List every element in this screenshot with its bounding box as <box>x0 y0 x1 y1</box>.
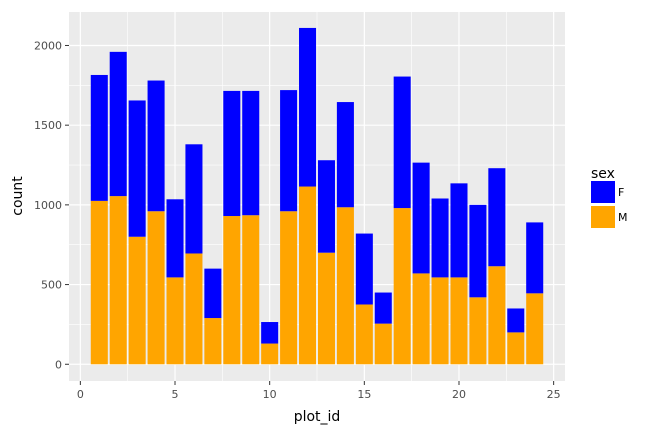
bar-f-plot-23 <box>507 308 525 333</box>
y-tick-label: 2000 <box>34 39 62 52</box>
bar-f-plot-20 <box>450 183 468 278</box>
x-tick-label: 5 <box>172 388 179 401</box>
bar-f-plot-15 <box>355 233 373 305</box>
legend-swatch-m <box>591 206 615 228</box>
bar-m-plot-13 <box>317 252 335 365</box>
bar-f-plot-7 <box>204 268 222 319</box>
bar-m-plot-21 <box>469 297 487 365</box>
bar-m-plot-22 <box>488 266 506 365</box>
x-tick-label: 15 <box>357 388 371 401</box>
legend-title: sex <box>591 166 615 182</box>
bar-f-plot-22 <box>488 168 506 267</box>
bar-m-plot-18 <box>412 273 430 365</box>
bar-m-plot-17 <box>393 208 411 365</box>
y-axis: 0 500 1000 1500 2000 <box>34 39 69 371</box>
bar-m-plot-23 <box>507 332 525 365</box>
x-tick-label: 20 <box>452 388 466 401</box>
bar-m-plot-5 <box>166 277 184 365</box>
bar-m-plot-11 <box>280 211 298 365</box>
bar-m-plot-20 <box>450 277 468 365</box>
y-tick-label: 0 <box>55 358 62 371</box>
bar-f-plot-12 <box>299 27 317 187</box>
bar-m-plot-3 <box>128 236 146 365</box>
bar-f-plot-6 <box>185 144 203 254</box>
legend-entry-m: M <box>591 206 628 228</box>
bar-f-plot-5 <box>166 199 184 278</box>
bar-m-plot-10 <box>261 343 279 365</box>
legend-label-f: F <box>618 186 624 199</box>
y-tick-label: 500 <box>41 279 62 292</box>
bar-f-plot-19 <box>431 198 449 278</box>
bar-m-plot-9 <box>242 215 260 365</box>
bar-m-plot-8 <box>223 216 241 365</box>
x-axis: 0 5 10 15 20 25 <box>77 381 561 401</box>
bar-f-plot-16 <box>374 292 392 324</box>
bar-f-plot-11 <box>280 90 298 212</box>
bar-m-plot-2 <box>109 196 127 365</box>
bars <box>90 27 544 365</box>
bar-m-plot-15 <box>355 304 373 365</box>
bar-m-plot-7 <box>204 318 222 365</box>
bar-f-plot-2 <box>109 51 127 197</box>
bar-f-plot-13 <box>317 160 335 253</box>
x-tick-label: 0 <box>77 388 84 401</box>
y-tick-label: 1500 <box>34 119 62 132</box>
bar-f-plot-18 <box>412 162 430 274</box>
bar-f-plot-1 <box>90 74 108 201</box>
legend-entry-f: F <box>591 181 624 203</box>
x-tick-label: 25 <box>547 388 561 401</box>
bar-m-plot-6 <box>185 253 203 365</box>
bar-f-plot-21 <box>469 204 487 298</box>
bar-f-plot-10 <box>261 322 279 344</box>
legend-label-m: M <box>618 211 628 224</box>
legend-swatch-f <box>591 181 615 203</box>
legend: sex F M <box>591 166 628 228</box>
bar-m-plot-4 <box>147 211 165 365</box>
bar-f-plot-9 <box>242 90 260 216</box>
y-axis-title: count <box>10 176 26 216</box>
bar-f-plot-14 <box>336 102 354 208</box>
bar-f-plot-4 <box>147 80 165 212</box>
y-tick-label: 1000 <box>34 199 62 212</box>
bar-f-plot-3 <box>128 100 146 237</box>
bar-f-plot-24 <box>526 222 544 294</box>
bar-f-plot-17 <box>393 76 411 209</box>
bar-m-plot-19 <box>431 277 449 365</box>
bar-m-plot-1 <box>90 200 108 365</box>
x-axis-title: plot_id <box>294 409 341 425</box>
bar-m-plot-16 <box>374 323 392 365</box>
bar-m-plot-14 <box>336 207 354 365</box>
bar-m-plot-24 <box>526 293 544 365</box>
x-tick-label: 10 <box>263 388 277 401</box>
bar-m-plot-12 <box>299 186 317 365</box>
bar-f-plot-8 <box>223 90 241 217</box>
